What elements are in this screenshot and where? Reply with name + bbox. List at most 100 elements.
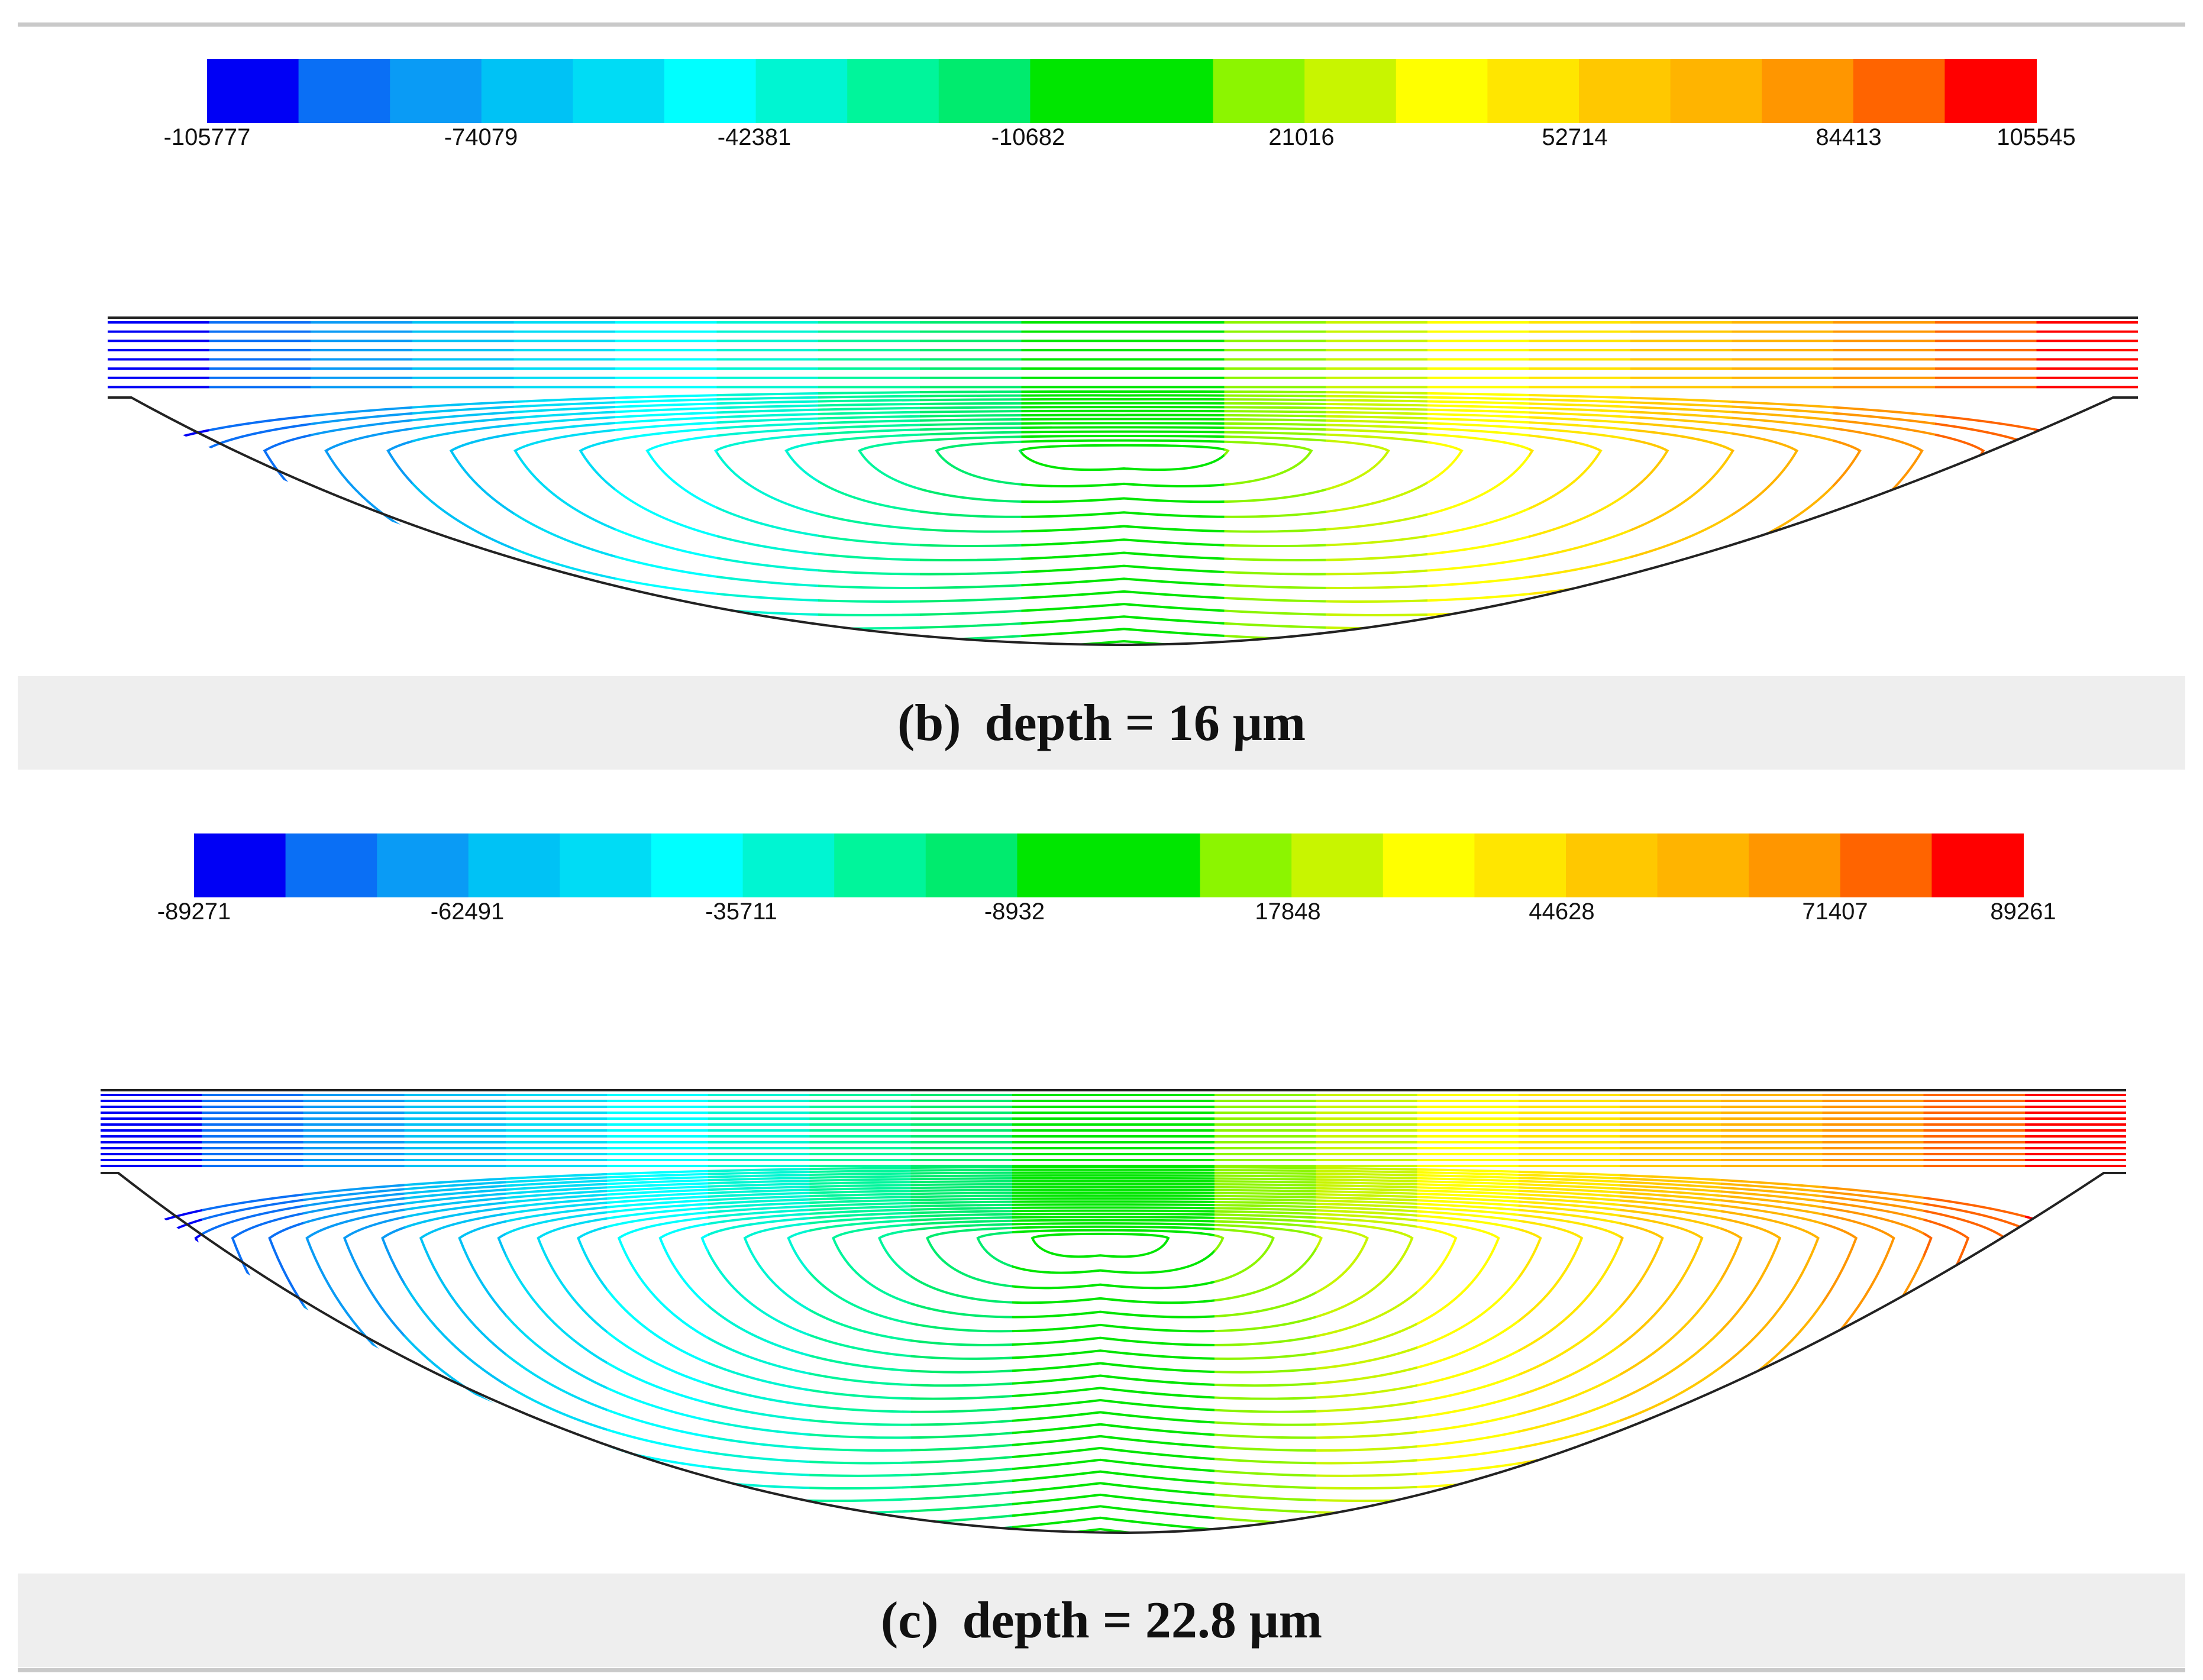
colorbar-cell [1396,59,1488,123]
panel-c-figure: -89271 -62491 -35711 -8932 17848 44628 7… [101,833,2126,1534]
colorbar-cell [1840,833,1933,897]
colorbar-cell [1762,59,1854,123]
colorbar-cell [834,833,926,897]
streamline [386,406,1862,603]
colorbar-cell [1200,833,1293,897]
panel-c-tick: -35711 [705,899,777,925]
panel-b-caption-band: (b) depth = 16 μm [18,676,2185,770]
panel-b-caption-tag: (b) [897,694,961,752]
panel-c-caption-band: (c) depth = 22.8 μm [18,1574,2185,1667]
colorbar-cell [207,59,299,123]
streamline [579,418,1669,561]
streamline [658,1206,1542,1374]
bottom-rule [18,1668,2185,1672]
colorbar-cell [1931,833,2024,897]
colorbar-cell [1304,59,1397,123]
panel-b-tick: -105777 [164,124,251,150]
panel-c-colorbar-ticks: -89271 -62491 -35711 -8932 17848 44628 7… [157,899,2056,925]
panel-c-tick: -89271 [157,899,231,925]
panel-b-figure: -105777 -74079 -42381 -10682 21016 52714… [108,59,2138,647]
colorbar-cell [1566,833,1658,897]
streamline [700,1209,1500,1360]
panel-b-tick: 21016 [1268,124,1334,150]
colorbar-cell [298,59,391,123]
panel-c-tick: 71407 [1802,899,1868,925]
colorbar-cell [938,59,1031,123]
streamline [743,1212,1458,1346]
panel-b-caption-text: depth = 16 μm [984,694,1306,752]
panel-b-streamlines [108,321,2138,645]
colorbar-cell [1291,833,1384,897]
panel-b-tick: -42381 [718,124,792,150]
panel-c-tick: 17848 [1255,899,1320,925]
panel-b-colorbar-ticks: -105777 -74079 -42381 -10682 21016 52714… [164,124,2076,150]
colorbar-cell [1749,833,1841,897]
streamline [926,1225,1275,1290]
streamline [513,413,1734,576]
streamline [645,422,1603,548]
colorbar-cell [481,59,574,123]
top-rule [18,22,2185,27]
colorbar-cell [755,59,848,123]
panel-c-caption: (c) depth = 22.8 μm [881,1591,1322,1650]
panel-b-tick: -74079 [444,124,518,150]
colorbar-cell [1853,59,1946,123]
panel-b-caption: (b) depth = 16 μm [897,693,1306,753]
streamline [263,398,1985,630]
colorbar-cell [651,833,744,897]
colorbar-cell [573,59,665,123]
colorbar-cell [1579,59,1671,123]
streamline [714,426,1534,533]
colorbar-cell [1109,833,1201,897]
panel-c-tick: 89261 [1990,899,2056,925]
panel-c-tick: 44628 [1529,899,1594,925]
streamline [935,439,1313,487]
streamline [577,1200,1624,1400]
streamline [419,1188,1782,1452]
colorbar-cell [468,833,561,897]
streamline [449,409,1799,589]
streamline [976,1229,1225,1274]
colorbar-cell [1670,59,1763,123]
streamline [381,1185,1820,1465]
streamline [832,1219,1369,1319]
colorbar-cell [1657,833,1750,897]
streamline [784,430,1464,518]
panel-c-channel-outline [101,1089,2126,1534]
streamline [617,1203,1584,1387]
colorbar-cell [1487,59,1579,123]
panel-c-colorbar [194,833,2024,897]
panel-b-colorbar [207,59,2037,123]
panel-c-caption-text: depth = 22.8 μm [962,1591,1323,1649]
panel-c-tick: -62491 [431,899,505,925]
panel-b-tick: -10682 [991,124,1065,150]
colorbar-cell [560,833,652,897]
streamline [537,1197,1664,1413]
streamline [1031,1232,1170,1258]
colorbar-cell [1030,59,1122,123]
panel-c-tick: -8932 [984,899,1045,925]
streamline [1018,444,1230,471]
colorbar-cell [1382,833,1475,897]
colorbar-cell [390,59,482,123]
streamline [458,1191,1743,1439]
colorbar-cell [1474,833,1566,897]
panel-b-tick: 105545 [1997,124,2075,150]
colorbar-cell [664,59,757,123]
streamline [497,1194,1704,1426]
panel-b-channel-outline [108,316,2138,647]
streamline [878,1222,1323,1304]
panel-c-streamlines [101,1094,2126,1533]
colorbar-cell [285,833,378,897]
colorbar-cell [1944,59,2037,123]
colorbar-cell [1017,833,1109,897]
colorbar-cell [742,833,835,897]
colorbar-cell [194,833,286,897]
colorbar-cell [377,833,469,897]
panel-b-tick: 84413 [1816,124,1881,150]
streamline [787,1216,1414,1333]
colorbar-cell [1122,59,1214,123]
colorbar-cell [1213,59,1306,123]
colorbar-cell [925,833,1018,897]
streamline [343,1183,1858,1477]
